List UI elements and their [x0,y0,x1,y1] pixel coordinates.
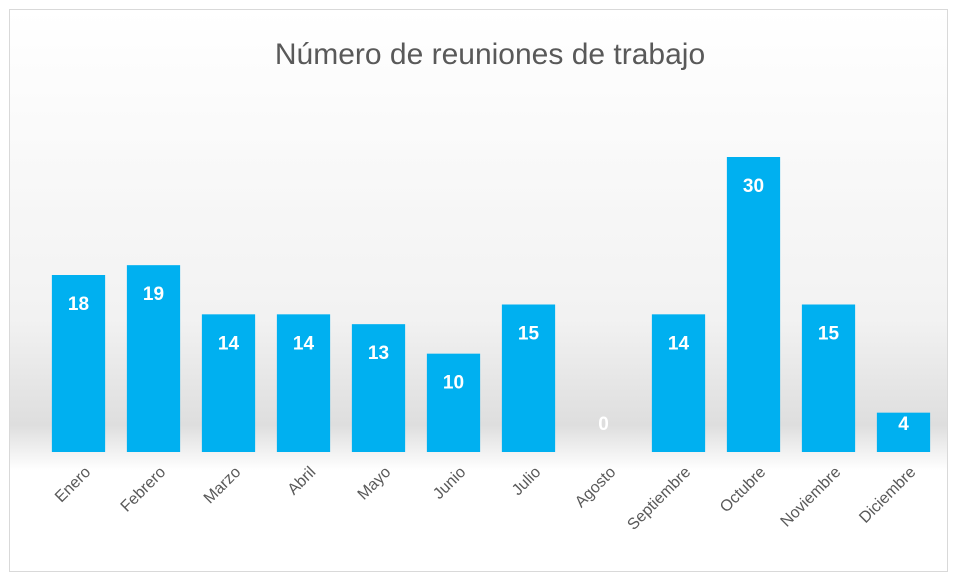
bar [201,314,256,452]
data-label: 18 [68,294,89,315]
bar [126,265,181,452]
data-label: 30 [743,176,764,197]
data-label: 14 [668,333,690,354]
data-label: 19 [143,284,164,305]
data-label: 10 [443,373,464,394]
data-label: 14 [218,333,240,354]
data-label: 0 [598,414,609,435]
bar [426,353,481,452]
chart-title: Número de reuniones de trabajo [275,38,705,71]
bar [726,157,781,452]
data-label: 15 [518,324,540,345]
bar [351,324,406,452]
data-label: 15 [818,324,840,345]
bar [51,275,106,452]
data-label: 4 [898,414,909,435]
bar [801,304,856,452]
bar [276,314,331,452]
bar [651,314,706,452]
bar [501,304,556,452]
bar [876,412,931,452]
data-label: 14 [293,333,315,354]
data-label: 13 [368,343,389,364]
